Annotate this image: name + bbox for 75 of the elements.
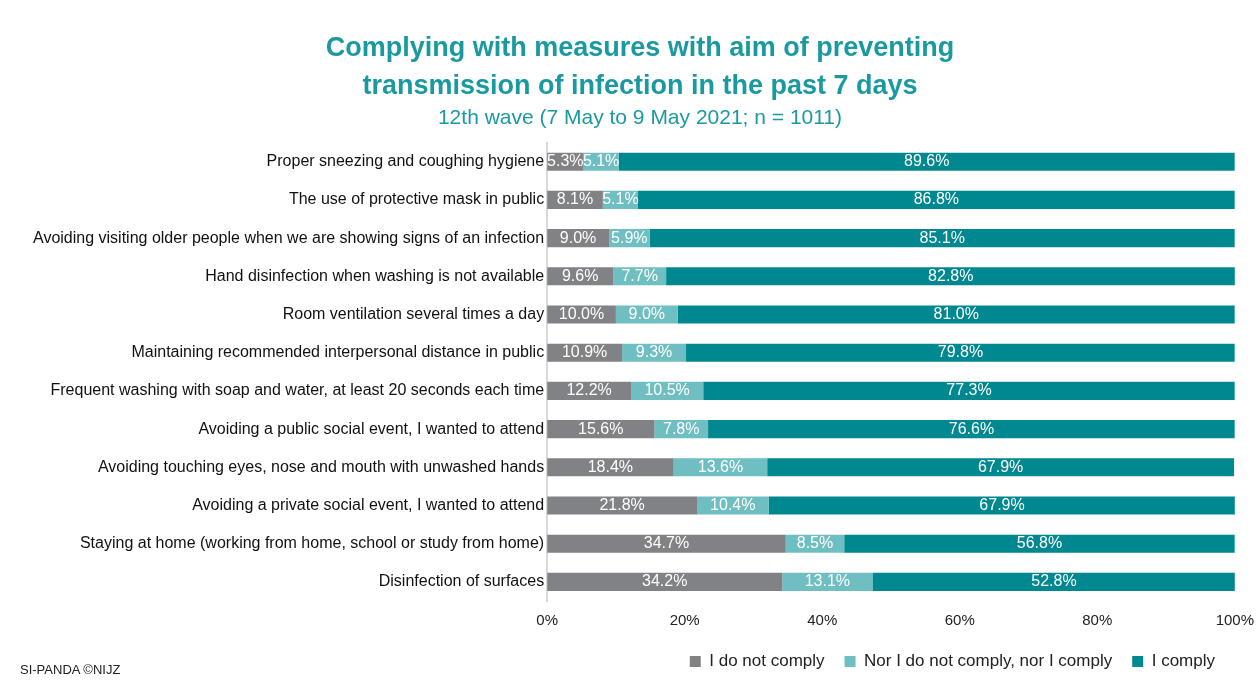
data-label: 18.4%	[587, 457, 634, 475]
bar	[677, 305, 1235, 324]
bar	[649, 229, 1235, 248]
x-tick-label: 60%	[944, 611, 975, 629]
data-label: 7.8%	[663, 419, 700, 437]
x-tick-label: 20%	[669, 611, 700, 629]
y-tick-label: Avoiding a public social event, I wanted to attend	[198, 419, 545, 437]
bar	[547, 496, 698, 515]
y-tick-label: Room ventilation several times a day	[282, 304, 545, 322]
data-label: 8.1%	[556, 190, 594, 208]
x-tick-label: 0%	[536, 611, 558, 629]
data-label: 9.0%	[628, 304, 666, 322]
data-label: 85.1%	[919, 228, 965, 246]
bar	[618, 152, 1235, 171]
legend-label: Nor I do not comply, nor I comply	[864, 651, 1113, 671]
data-label: 86.8%	[913, 190, 960, 208]
data-label: 13.6%	[697, 457, 744, 475]
bar	[708, 420, 1235, 439]
data-label: 10.0%	[558, 304, 605, 322]
data-label: 76.6%	[948, 419, 995, 437]
data-label: 89.6%	[904, 152, 950, 170]
data-label: 10.5%	[644, 381, 690, 399]
data-label: 67.9%	[979, 495, 1025, 513]
x-tick-label: 40%	[807, 611, 838, 629]
x-tick-label: 100%	[1215, 611, 1255, 629]
bar	[686, 343, 1235, 362]
data-label: 34.2%	[642, 572, 688, 590]
data-label: 67.9%	[977, 457, 1024, 475]
text: SI-PANDA ©NIJZ	[20, 662, 121, 677]
legend-label: I comply	[1151, 651, 1216, 671]
y-tick-label: Frequent washing with soap and water, at least 20 seconds each time	[50, 381, 545, 399]
y-tick-label: Avoiding visiting older people when we are showing signs of an infection	[32, 228, 545, 246]
y-tick-label: Staying at home (working from home, school or study from home)	[79, 534, 545, 552]
bar	[547, 534, 786, 553]
legend-label: I do not comply	[709, 651, 826, 671]
data-label: 12.2%	[566, 381, 612, 399]
y-tick-label: Maintaining recommended interpersonal distance in public	[131, 343, 545, 361]
data-label: 5.9%	[611, 228, 648, 246]
bar	[767, 458, 1235, 477]
data-label: 56.8%	[1016, 534, 1063, 552]
data-label: 13.1%	[804, 572, 851, 590]
data-label: 15.6%	[578, 419, 624, 437]
data-label: 5.1%	[602, 190, 639, 208]
bar	[768, 496, 1235, 515]
y-tick-label: Hand disinfection when washing is not available	[205, 266, 545, 284]
data-label: 81.0%	[933, 304, 979, 322]
chart-title: Complying with measures with aim of preventing transmission of infection in the past 7 days	[324, 31, 956, 102]
y-tick-label: Avoiding a private social event, I wanted to attend	[192, 495, 545, 513]
data-label: 9.0%	[559, 228, 597, 246]
data-label: 5.3%	[547, 152, 584, 170]
y-tick-label: Proper sneezing and coughing hygiene	[266, 152, 545, 170]
data-label: 10.4%	[710, 495, 756, 513]
bar	[872, 572, 1235, 591]
bar	[547, 572, 783, 591]
bar	[703, 381, 1235, 400]
y-tick-label: The use of protective mask in public	[288, 190, 545, 208]
data-label: 52.8%	[1031, 572, 1077, 590]
x-tick-label: 80%	[1082, 611, 1113, 629]
data-label: 9.3%	[635, 343, 673, 361]
data-label: 9.6%	[561, 266, 599, 284]
data-label: 79.8%	[937, 343, 984, 361]
data-label: 10.9%	[561, 343, 608, 361]
y-tick-label: Disinfection of surfaces	[378, 572, 545, 590]
bar	[844, 534, 1235, 553]
data-label: 82.8%	[928, 266, 974, 284]
data-label: 7.7%	[621, 266, 658, 284]
data-label: 34.7%	[643, 534, 690, 552]
chart-subtitle: 12th wave (7 May to 9 May 2021; n = 1011)	[436, 105, 844, 129]
data-label: 77.3%	[946, 381, 992, 399]
data-label: 8.5%	[796, 534, 834, 552]
data-label: 21.8%	[599, 495, 645, 513]
data-label: 5.1%	[582, 152, 620, 170]
bar	[666, 267, 1235, 286]
bar	[637, 190, 1235, 209]
y-tick-label: Avoiding touching eyes, nose and mouth with unwashed hands	[97, 457, 545, 475]
